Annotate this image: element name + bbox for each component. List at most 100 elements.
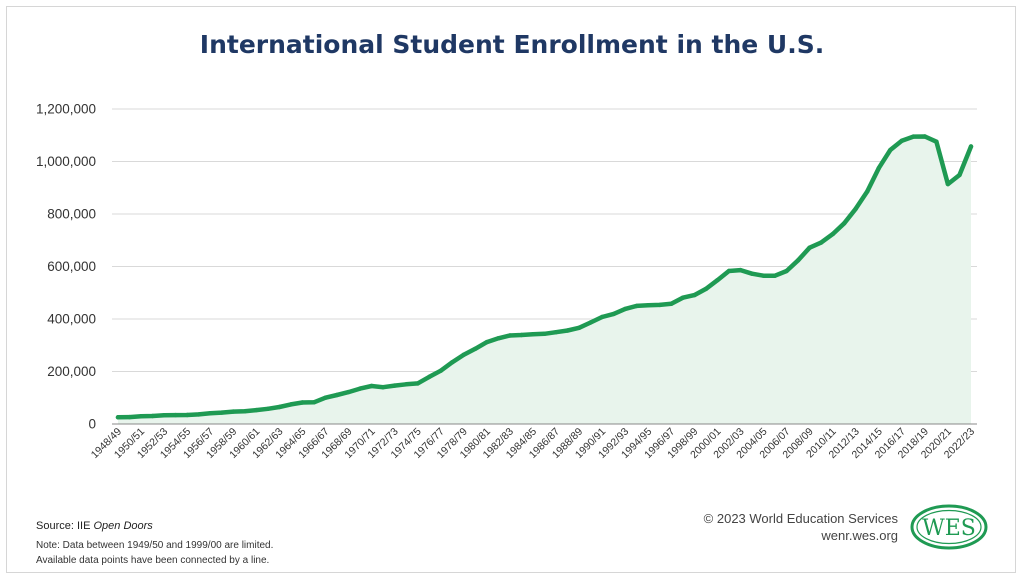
data-point: 2009/10 [818,240,824,245]
data-point: 2017/18 [911,134,916,139]
data-point: 2013/14 [865,189,870,194]
data-point: 1954/55 [185,412,190,418]
data-point: 1959/60 [242,409,247,414]
data-point: 1951/52 [150,413,155,419]
data-point: 2002/03 [738,267,743,273]
data-point: 2003/04 [749,271,755,276]
source-text: Source: IIE Open Doors [36,520,153,532]
data-point: 1968/69 [346,389,351,395]
data-point: 1984/85 [530,332,536,337]
enrollment-area [118,136,971,424]
data-point: 1960/61 [254,407,259,413]
data-point: 1975/76 [427,374,432,380]
source-prefix: Source: IIE [36,520,94,532]
data-point: 1976/77 [438,368,443,373]
data-point: 1991/92 [611,311,616,317]
data-point: 2015/16 [888,147,893,153]
data-point: 1950/51 [138,414,144,419]
data-point: 2011/12 [842,221,847,226]
data-point: 1994/95 [646,303,651,308]
wes-logo-icon: WES [910,504,988,550]
data-point: 2007/08 [795,258,801,263]
logo-text: WES [922,516,976,541]
data-point: 1952/53 [161,413,167,418]
data-point: 1974/75 [415,381,420,386]
data-point: 2012/13 [853,206,858,211]
data-point: 1993/94 [634,303,639,309]
y-tick-label: 200,000 [47,364,96,379]
data-point: 2022/23 [968,144,974,149]
data-point: 2004/05 [761,273,766,278]
note-line-2: Available data points have been connecte… [36,555,270,566]
copyright-block: © 2023 World Education Services wenr.wes… [704,510,898,544]
data-point: 1958/59 [231,409,236,414]
data-point: 1990/91 [599,314,605,320]
data-point: 1981/82 [496,336,501,341]
note-line-1: Note: Data between 1949/50 and 1999/00 a… [36,540,274,551]
website-link[interactable]: wenr.wes.org [821,528,898,543]
data-point: 1985/86 [542,331,547,336]
y-tick-label: 0 [88,417,96,432]
y-tick-label: 400,000 [47,312,96,327]
data-point: 1948/49 [115,415,121,420]
data-point: 2000/01 [715,278,720,283]
data-point: 1961/62 [265,406,271,411]
data-point: 1971/72 [380,385,386,390]
y-axis-ticks: 0 200,000 400,000 600,000 800,000 1,000,000 1,… [36,102,96,432]
data-point: 2019/20 [934,139,939,144]
data-point: 1957/58 [219,410,224,415]
data-point: 1986/87 [553,330,559,335]
data-point: 1949/50 [127,414,132,420]
data-point: 1982/83 [507,333,513,338]
data-point: 1992/93 [623,306,628,312]
data-point: 1953/54 [173,412,178,418]
data-point: 2020/21 [945,181,951,187]
data-point: 1962/63 [277,404,282,410]
data-point: 1980/81 [484,339,490,345]
chart-title: International Student Enrollment in the … [199,30,825,59]
data-point: 1997/98 [680,295,685,300]
data-point: 1956/57 [208,411,213,416]
chart-frame [6,6,1016,573]
x-axis-ticks: 1948/491950/511952/531954/551956/571958/… [89,426,977,461]
data-point: 1995/96 [657,302,662,308]
data-point: 1972/73 [392,383,397,388]
data-point: 2018/19 [922,134,928,139]
data-point: 1998/99 [692,292,697,298]
y-tick-label: 1,200,000 [36,102,96,117]
data-point: 2021/22 [957,172,962,178]
data-point: 1973/74 [404,382,409,387]
data-point: 2005/06 [772,273,778,278]
data-point: 1969/70 [357,386,363,391]
y-tick-label: 800,000 [47,207,96,222]
data-point: 1966/67 [323,395,328,400]
source-publication: Open Doors [93,520,153,532]
copyright-text: © 2023 World Education Services [703,511,898,526]
data-point: 1987/88 [565,328,570,333]
data-point: 1989/90 [588,320,593,325]
data-point: 1978/79 [461,352,466,357]
data-point: 1963/64 [288,402,294,407]
data-point: 2008/09 [807,245,812,250]
data-point: 1955/56 [196,412,201,417]
data-point: 1983/84 [519,332,524,338]
data-point: 1965/66 [311,400,317,405]
data-point: 1977/78 [450,360,455,365]
data-point: 1970/71 [369,383,374,389]
data-point: 1988/89 [576,325,582,330]
data-point: 1996/97 [669,301,674,306]
data-point: 1979/80 [473,346,478,351]
footnote: Note: Data between 1949/50 and 1999/00 a… [36,538,273,568]
data-point: 1999/00 [703,286,709,292]
data-point: 2001/02 [726,268,732,274]
data-point: 2016/17 [899,138,904,143]
y-tick-label: 600,000 [47,259,96,274]
data-point: 2006/07 [784,268,789,274]
data-point: 2014/15 [876,165,881,171]
data-points: 1948/49 1949/50 1950/51 1951/52 1952/53 1953/… [115,134,974,420]
data-point: 1967/68 [334,392,340,398]
data-point: 1964/65 [300,400,305,405]
y-tick-label: 1,000,000 [36,154,96,169]
data-point: 2010/11 [830,231,835,237]
